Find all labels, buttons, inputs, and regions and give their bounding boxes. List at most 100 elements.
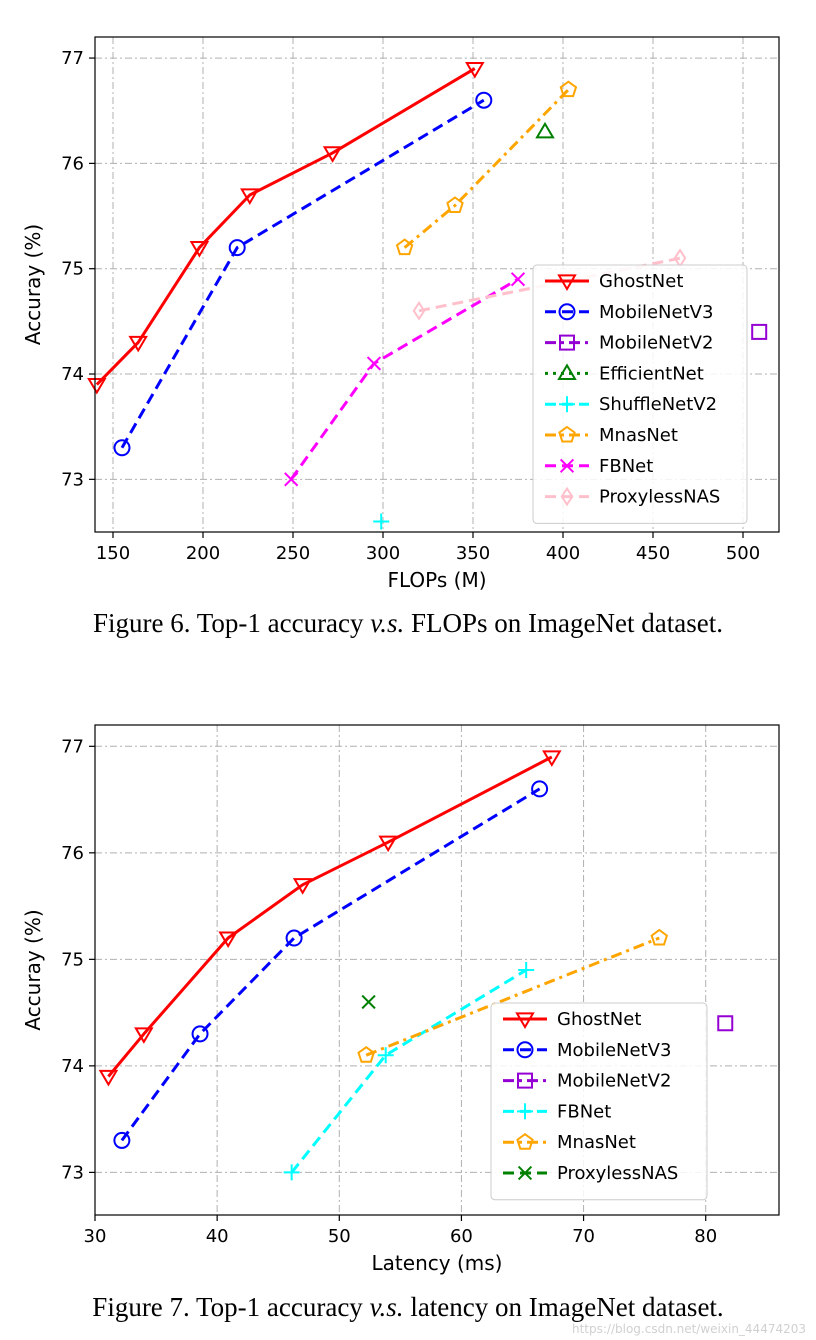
legend-marker-fbnet [559, 458, 575, 473]
legend-entry-fbnet: FBNet [545, 456, 653, 477]
series-line-mnasnet [403, 88, 570, 249]
legend-marker-ghostnet [515, 1012, 535, 1029]
flops-chart: 150 200 250 300 350 400 450 500 73 74 75 76 77 FLOPs … [0, 0, 816, 610]
legend-entry-mnasnet: MnasNet [503, 1132, 636, 1153]
axes-frame [94, 724, 780, 1216]
legend-marker-mobilenetv2 [559, 334, 575, 351]
ticks: 30 40 50 60 70 80 73 74 75 76 77 [61, 736, 717, 1247]
series-line-ghostnet [107, 755, 553, 1078]
flops-chart-svg: 150 200 250 300 350 400 450 500 73 74 75 76 77 FLOPs … [21, 36, 780, 592]
series-mobilenetv3 [120, 787, 541, 1142]
legend-label: EfficientNet [599, 363, 704, 384]
legend-label: MnasNet [557, 1132, 636, 1153]
legend-label: FBNet [599, 456, 653, 477]
legend-entry-efficientnet: EfficientNet [545, 363, 704, 384]
figure-7-caption-suffix: latency on ImageNet dataset. [403, 1292, 724, 1322]
series-line-mnasnet [365, 936, 660, 1057]
legend-entry-mnasnet: MnasNet [545, 425, 678, 446]
legend: GhostNet MobileNetV3 MobileNetV2 FBNet MnasN… [490, 1002, 708, 1201]
figure-6-caption-suffix: FLOPs on ImageNet dataset. [404, 608, 723, 638]
x-tick-label: 80 [694, 1226, 717, 1247]
legend-entry-mobilenetv3: MobileNetV3 [545, 302, 713, 323]
series-fbnet [290, 968, 527, 1174]
y-tick-label: 74 [61, 1056, 84, 1077]
markers-fbnet [284, 272, 526, 487]
legend-marker-proxylessnas [517, 1165, 533, 1181]
y-tick-label: 77 [61, 48, 84, 69]
legend-marker-mnasnet [558, 425, 576, 443]
legend-label: MobileNetV2 [599, 333, 713, 354]
markers-mnasnet [357, 928, 669, 1063]
x-tick-label: 50 [328, 1226, 351, 1247]
legend-marker-mobilenetv3 [558, 303, 576, 321]
point-mobilenetv3 [113, 1131, 131, 1149]
legend-label: GhostNet [557, 1009, 641, 1030]
latency-chart-svg: 30 40 50 60 70 80 73 74 75 76 77 Latency (ms) Accura… [21, 724, 780, 1275]
legend-marker-proxylessnas [560, 486, 574, 507]
point-fbnet [366, 356, 382, 371]
point-fbnet [283, 1164, 300, 1181]
x-tick-label: 30 [84, 1226, 107, 1247]
y-tick-label: 75 [61, 949, 84, 970]
markers-mnasnet [395, 80, 578, 256]
point-ghostnet [189, 241, 210, 258]
point-mnasnet [395, 238, 414, 256]
series-ghostnet [95, 67, 476, 386]
point-fbnet [510, 272, 526, 287]
y-axis-label: Accuray (%) [21, 224, 45, 345]
markers-ghostnet [98, 750, 562, 1087]
x-tick-label: 300 [366, 543, 400, 564]
point-mobilenetv3 [191, 1025, 209, 1043]
point-mnasnet [650, 928, 669, 946]
markers-shufflenetv2 [373, 513, 390, 530]
point-proxylessnas [361, 994, 376, 1010]
point-ghostnet [378, 835, 398, 853]
legend-entry-proxylessnas: ProxylessNAS [503, 1163, 678, 1184]
y-tick-label: 77 [61, 736, 84, 757]
y-tick-label: 73 [61, 1162, 84, 1183]
markers-mobilenetv3 [113, 780, 549, 1149]
series-line-fbnet [289, 277, 519, 481]
legend-entry-mobilenetv3: MobileNetV3 [503, 1040, 671, 1061]
legend-label: MobileNetV3 [599, 302, 713, 323]
series-mnasnet [403, 88, 570, 249]
legend-box [490, 1002, 708, 1201]
x-tick-label: 450 [636, 543, 670, 564]
markers-efficientnet [535, 121, 555, 139]
ticks: 150 200 250 300 350 400 450 500 73 74 75 76 77 [61, 48, 760, 564]
markers-mobilenetv2 [751, 323, 768, 340]
point-ghostnet [240, 188, 260, 205]
y-tick-label: 75 [61, 259, 84, 280]
series-mobilenetv3 [120, 98, 485, 449]
legend-marker-mobilenetv3 [516, 1041, 534, 1059]
figure-6-caption-prefix: Figure 6. Top-1 accuracy [93, 608, 371, 638]
point-ghostnet [292, 878, 313, 895]
watermark: https://blog.csdn.net/weixin_44474203 [571, 1322, 806, 1336]
legend-label: GhostNet [599, 271, 683, 292]
point-fbnet [377, 1047, 394, 1064]
markers-fbnet [283, 962, 535, 1181]
legend-entry-mobilenetv2: MobileNetV2 [503, 1071, 671, 1092]
point-efficientnet [535, 121, 555, 139]
legend-marker-mnasnet [516, 1132, 534, 1150]
point-ghostnet [134, 1027, 154, 1044]
y-tick-label: 76 [61, 153, 84, 174]
series-ghostnet [107, 755, 553, 1078]
series-line-fbnet [290, 968, 527, 1174]
point-mnasnet [357, 1045, 375, 1063]
legend-entry-fbnet: FBNet [503, 1101, 611, 1122]
point-mnasnet [559, 80, 578, 98]
point-mnasnet [446, 196, 464, 213]
x-tick-label: 40 [206, 1226, 229, 1247]
series-line-mobilenetv3 [120, 787, 541, 1142]
legend-label: ProxylessNAS [599, 487, 720, 508]
legend-label: FBNet [557, 1101, 611, 1122]
legend-marker-shufflenetv2 [559, 396, 575, 413]
point-fbnet [518, 962, 535, 978]
x-tick-label: 400 [546, 543, 580, 564]
figure-6-caption: Figure 6. Top-1 accuracy v.s. FLOPs on I… [0, 608, 816, 639]
y-tick-label: 74 [61, 364, 84, 385]
axes-frame [94, 36, 780, 533]
markers-mobilenetv2 [717, 1015, 734, 1032]
legend-marker-fbnet [517, 1103, 533, 1120]
